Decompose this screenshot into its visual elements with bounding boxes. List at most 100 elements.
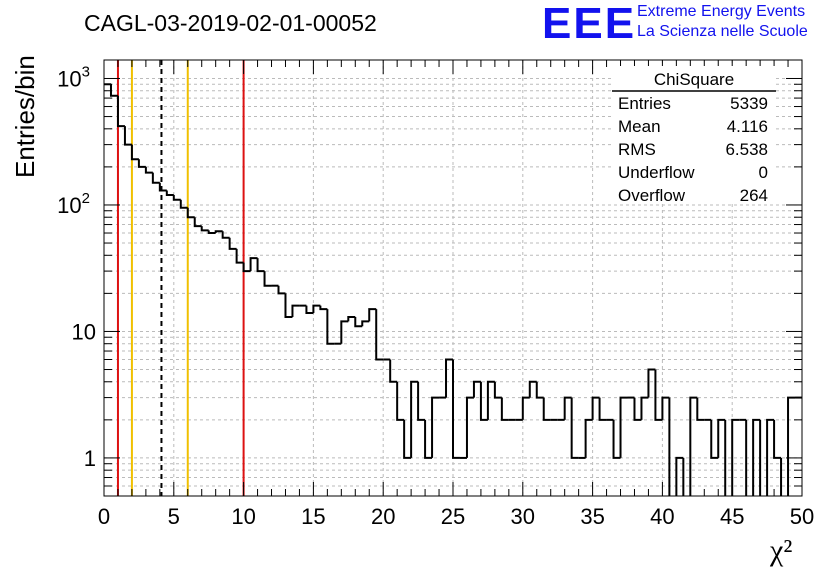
- histogram-bin: [633, 397, 642, 421]
- histogram-bin: [123, 126, 132, 146]
- histogram-bin: [305, 305, 314, 314]
- histogram-bin: [696, 397, 705, 421]
- eee-logo: EEE: [542, 0, 637, 48]
- histogram-bin: [242, 262, 251, 273]
- histogram-bin: [542, 397, 551, 421]
- stats-box: ChiSquare Entries 5339 Mean 4.116 RMS 6.538 Und…: [612, 66, 776, 205]
- y-axis-label: Entries/bin: [10, 55, 40, 178]
- histogram-bin: [389, 359, 398, 383]
- histogram-bin: [745, 419, 748, 496]
- y-tick-label: 102: [57, 190, 90, 218]
- histogram-bin: [228, 237, 237, 250]
- stats-value: 4.116: [727, 117, 768, 136]
- histogram-bin: [773, 419, 782, 459]
- histogram-bin: [249, 257, 258, 272]
- y-tick-label: 103: [57, 63, 90, 91]
- x-tick-label: 0: [98, 504, 110, 529]
- histogram-bin: [130, 144, 139, 161]
- histogram-bin: [682, 457, 685, 496]
- histogram-bin: [591, 396, 600, 420]
- x-tick-label: 30: [511, 504, 535, 529]
- histogram-bin: [109, 84, 118, 97]
- histogram-bin: [193, 217, 202, 228]
- histogram-bin: [179, 199, 188, 209]
- histogram-bin: [612, 419, 621, 459]
- histogram-bin: [144, 166, 153, 174]
- x-tick-label: 20: [371, 504, 395, 529]
- histogram-bin: [528, 380, 537, 398]
- histogram-bin: [263, 271, 272, 287]
- histogram-bin: [710, 419, 719, 459]
- x-tick-label: 40: [650, 504, 674, 529]
- histogram-bin: [724, 419, 727, 496]
- y-tick-label: 1: [84, 446, 96, 471]
- histogram-bin: [787, 396, 796, 496]
- histogram-bin: [535, 381, 544, 399]
- brand-line-1: Extreme Energy Events: [637, 3, 806, 20]
- histogram-bin: [291, 304, 300, 318]
- histogram-bin: [158, 182, 167, 192]
- histogram-bin: [424, 419, 433, 459]
- histogram-bin: [214, 230, 223, 234]
- histogram-bin: [207, 230, 216, 235]
- histogram-bin: [186, 207, 195, 219]
- histogram-bin: [361, 320, 370, 327]
- histogram-bin: [445, 358, 453, 398]
- histogram-bin: [137, 159, 146, 168]
- histogram-bin: [493, 381, 502, 399]
- histogram-bin: [640, 396, 649, 420]
- brand-line-2: La Scienza nelle Scuole: [637, 23, 808, 40]
- histogram-bin: [235, 248, 244, 264]
- stats-label: RMS: [618, 140, 656, 159]
- histogram-bin: [647, 368, 656, 398]
- x-tick-label: 50: [790, 504, 814, 529]
- stats-value: 264: [740, 186, 768, 205]
- stats-label: Entries: [618, 94, 671, 113]
- histogram-bin: [116, 95, 125, 128]
- histogram-bin: [221, 231, 230, 239]
- histogram-bin: [312, 304, 321, 313]
- x-tick-label: 35: [580, 504, 604, 529]
- histogram-bin: [675, 456, 684, 496]
- x-tick-label: 15: [301, 504, 325, 529]
- histogram-bin: [465, 396, 474, 458]
- stats-value: 5339: [730, 94, 768, 113]
- histogram-bin: [326, 309, 335, 345]
- histogram-bin: [319, 305, 328, 311]
- stats-label: Underflow: [618, 163, 695, 182]
- histogram-bin: [417, 381, 426, 421]
- stats-value: 0: [759, 163, 768, 182]
- histogram-bin: [472, 380, 481, 398]
- histogram-bin: [717, 418, 726, 458]
- histogram-bin: [689, 396, 698, 496]
- histogram-bin: [570, 397, 579, 459]
- histogram-bin: [452, 359, 460, 459]
- histogram-bin: [347, 316, 356, 322]
- histogram-bin: [479, 381, 488, 421]
- histogram-bin: [431, 396, 440, 458]
- histogram-bin: [396, 381, 405, 421]
- histogram-bin: [151, 172, 160, 184]
- run-title: CAGL-03-2019-02-01-00052: [84, 10, 377, 36]
- x-tick-label: 5: [168, 504, 180, 529]
- histogram-bin: [661, 396, 670, 420]
- histogram-bin: [654, 369, 663, 421]
- histogram-bin: [759, 419, 762, 496]
- y-tick-label: 10: [72, 319, 96, 344]
- histogram-bin: [500, 397, 509, 421]
- stats-label: Overflow: [618, 186, 686, 205]
- histogram-bin: [256, 258, 265, 273]
- histogram-bin: [403, 419, 412, 459]
- histogram-bin: [410, 380, 419, 458]
- tick-labels: 0 5 10 15 20 25 30 35 40 45 50 1 10 102 103: [57, 63, 814, 529]
- histogram-bin: [354, 317, 363, 328]
- stats-label: Mean: [618, 117, 661, 136]
- histogram-bin: [165, 190, 174, 196]
- x-tick-label: 45: [720, 504, 744, 529]
- histogram-bin: [277, 285, 286, 295]
- histogram-bin: [368, 308, 377, 322]
- stats-background: [612, 66, 776, 204]
- x-tick-label: 25: [441, 504, 465, 529]
- histogram-bin: [752, 418, 761, 496]
- x-axis-label: χ²: [769, 534, 792, 567]
